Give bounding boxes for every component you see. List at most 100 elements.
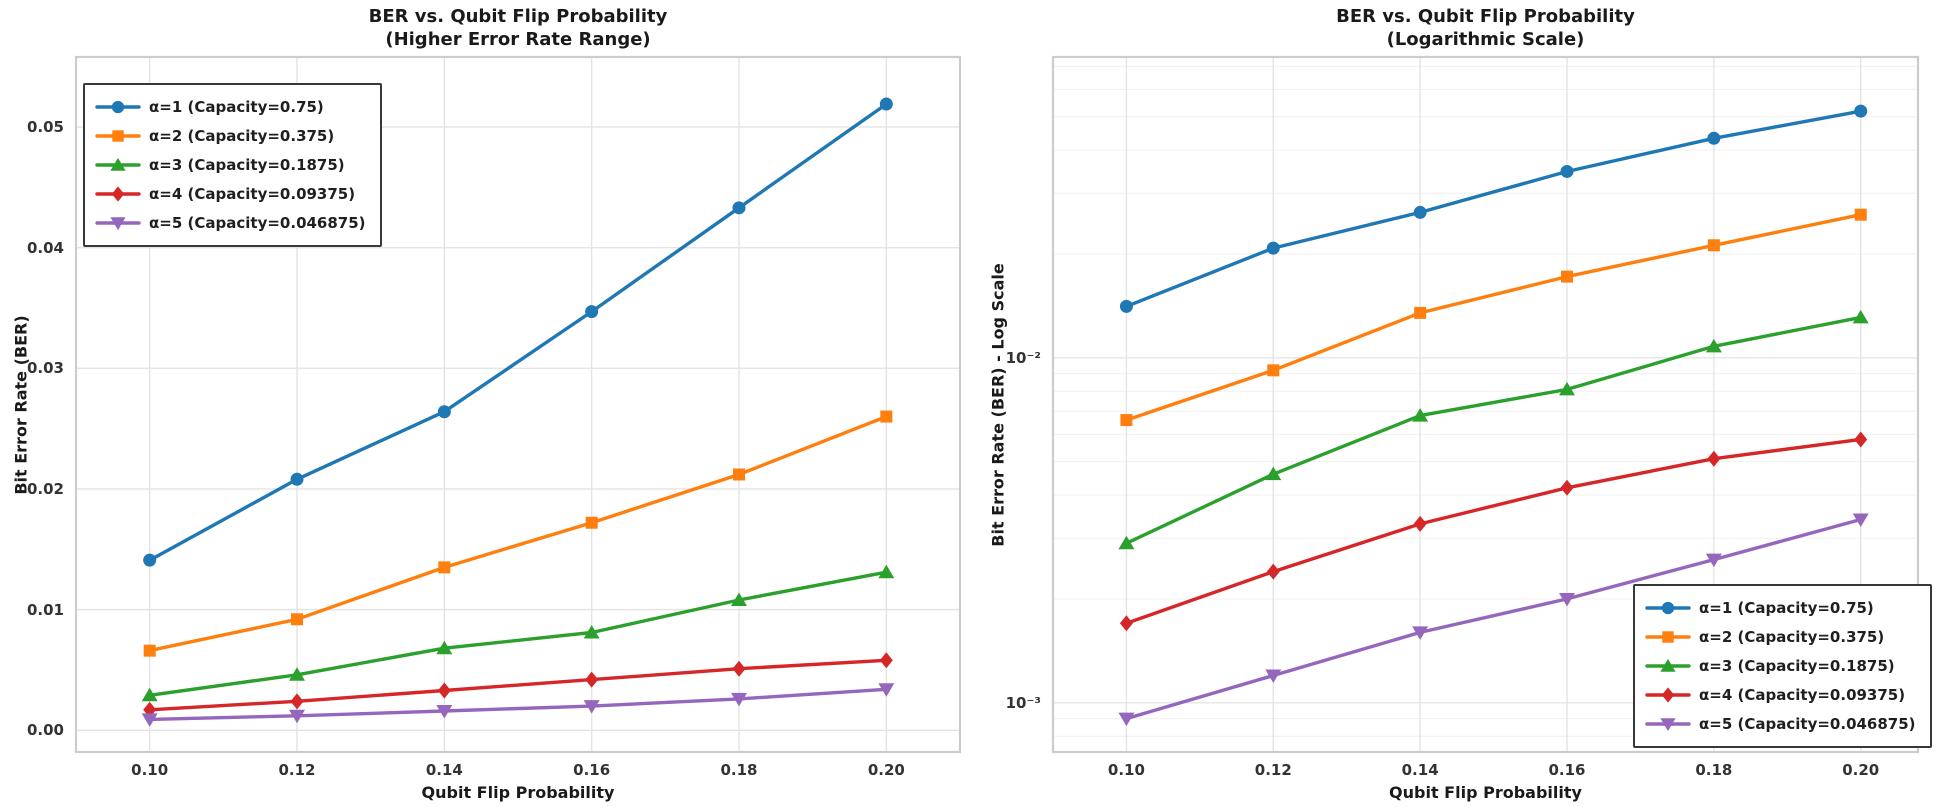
triangle-up-marker xyxy=(1412,408,1429,422)
y-tick-label: 0.03 xyxy=(26,359,64,378)
chart-title-line1: BER vs. Qubit Flip Probability xyxy=(368,6,668,27)
legend-item: α=3 (Capacity=0.1875) xyxy=(1645,653,1916,679)
triangle-up-marker xyxy=(731,592,747,606)
triangle-down-marker xyxy=(878,683,895,697)
legend-label: α=2 (Capacity=0.375) xyxy=(1699,628,1885,646)
square-marker xyxy=(291,613,303,626)
circle-legend-swatch xyxy=(1645,601,1691,615)
diamond-marker xyxy=(1119,615,1133,632)
diamond-marker xyxy=(1560,479,1574,496)
triangle-down-marker xyxy=(110,217,126,231)
legend-label: α=3 (Capacity=0.1875) xyxy=(149,156,345,174)
legend-label: α=1 (Capacity=0.75) xyxy=(1699,599,1874,617)
chart-title-line2: (Higher Error Rate Range) xyxy=(385,29,651,50)
diamond-marker xyxy=(437,682,451,699)
triangle-down-marker xyxy=(1265,669,1282,683)
square-marker xyxy=(1414,306,1427,319)
log-chart-xlabel: Qubit Flip Probability xyxy=(1389,783,1582,802)
square-marker xyxy=(1854,208,1867,221)
triangle-up-marker xyxy=(1705,338,1722,353)
x-tick-label: 0.10 xyxy=(131,761,169,779)
plot-border xyxy=(1051,55,1920,754)
y-tick-label: 10⁻² xyxy=(1005,348,1041,367)
diamond-marker xyxy=(1413,515,1427,532)
series-line xyxy=(147,414,888,653)
square-marker xyxy=(585,516,598,529)
x-tick-label: 0.16 xyxy=(1548,761,1586,779)
triangle-up-marker xyxy=(583,625,600,639)
diamond-marker xyxy=(1661,687,1675,703)
series-line xyxy=(1124,109,1863,309)
x-tick-label: 0.16 xyxy=(573,761,611,779)
series-line xyxy=(147,102,888,562)
y-tick-label: 0.00 xyxy=(26,721,64,740)
triangle-up-marker xyxy=(878,564,895,579)
triangle-up-marker xyxy=(289,667,305,681)
legend-label: α=5 (Capacity=0.046875) xyxy=(149,214,366,232)
triangle-down-legend-swatch xyxy=(95,217,141,231)
triangle-down-marker xyxy=(1412,626,1429,640)
log-chart-ylabel: Bit Error Rate (BER) - Log Scale xyxy=(988,262,1008,547)
circle-marker xyxy=(1413,205,1427,219)
triangle-down-marker xyxy=(141,713,158,727)
diamond-marker xyxy=(1266,563,1280,580)
linear-chart-title: BER vs. Qubit Flip Probability (Higher E… xyxy=(76,5,960,51)
square-marker xyxy=(733,468,745,481)
square-marker xyxy=(1561,270,1574,283)
circle-marker xyxy=(111,100,125,114)
circle-marker xyxy=(437,405,451,419)
circle-legend-swatch xyxy=(95,100,141,114)
legend-label: α=3 (Capacity=0.1875) xyxy=(1699,657,1895,675)
square-legend-swatch xyxy=(1645,631,1691,643)
series-line xyxy=(1124,437,1863,625)
y-tick-label: 0.04 xyxy=(26,238,64,257)
circle-marker xyxy=(879,97,893,111)
legend-label: α=2 (Capacity=0.375) xyxy=(149,127,335,145)
circle-marker xyxy=(585,305,599,319)
diamond-legend-swatch xyxy=(95,186,141,202)
triangle-down-marker xyxy=(731,692,747,707)
triangle-up-marker xyxy=(1265,466,1282,481)
circle-marker xyxy=(1661,601,1675,615)
series-line xyxy=(147,658,888,712)
x-tick-label: 0.12 xyxy=(278,761,316,779)
y-tick-label: 0.05 xyxy=(26,117,64,136)
triangle-down-marker xyxy=(1559,592,1576,607)
legend-item: α=4 (Capacity=0.09375) xyxy=(1645,682,1916,708)
triangle-up-marker xyxy=(1852,309,1869,324)
series-line xyxy=(1124,212,1863,422)
x-tick-label: 0.12 xyxy=(1254,761,1292,779)
diamond-legend-swatch xyxy=(1645,687,1691,703)
diamond-marker xyxy=(879,652,893,669)
square-marker xyxy=(143,644,156,657)
series-line xyxy=(1124,315,1863,545)
circle-marker xyxy=(1266,241,1280,255)
triangle-down-marker xyxy=(289,709,305,724)
legend-item: α=5 (Capacity=0.046875) xyxy=(95,210,366,236)
y-tick-label: 10⁻³ xyxy=(1005,693,1041,712)
x-tick-label: 0.18 xyxy=(720,761,758,779)
legend-item: α=3 (Capacity=0.1875) xyxy=(95,152,366,178)
legend-label: α=5 (Capacity=0.046875) xyxy=(1699,715,1916,733)
square-marker xyxy=(880,410,893,423)
triangle-up-marker xyxy=(110,157,126,171)
diamond-marker xyxy=(1854,431,1868,448)
chart-title-line2: (Logarithmic Scale) xyxy=(1386,29,1585,50)
triangle-up-marker xyxy=(1559,381,1576,396)
triangle-up-marker xyxy=(436,640,453,655)
linear-chart-panel: BER vs. Qubit Flip Probability (Higher E… xyxy=(12,5,962,802)
series-line xyxy=(1124,517,1863,721)
x-tick-label: 0.20 xyxy=(867,761,905,779)
log-chart-title: BER vs. Qubit Flip Probability (Logarith… xyxy=(1053,5,1918,51)
log-chart-panel: BER vs. Qubit Flip Probability (Logarith… xyxy=(969,0,1938,807)
series-line xyxy=(147,570,888,697)
x-tick-label: 0.10 xyxy=(1107,761,1145,779)
square-marker xyxy=(1267,364,1280,377)
circle-marker xyxy=(143,553,157,567)
square-legend-swatch xyxy=(95,130,141,142)
legend-item: α=2 (Capacity=0.375) xyxy=(95,123,366,149)
square-marker xyxy=(1662,631,1674,643)
square-marker xyxy=(1120,414,1133,427)
diamond-marker xyxy=(290,693,304,710)
